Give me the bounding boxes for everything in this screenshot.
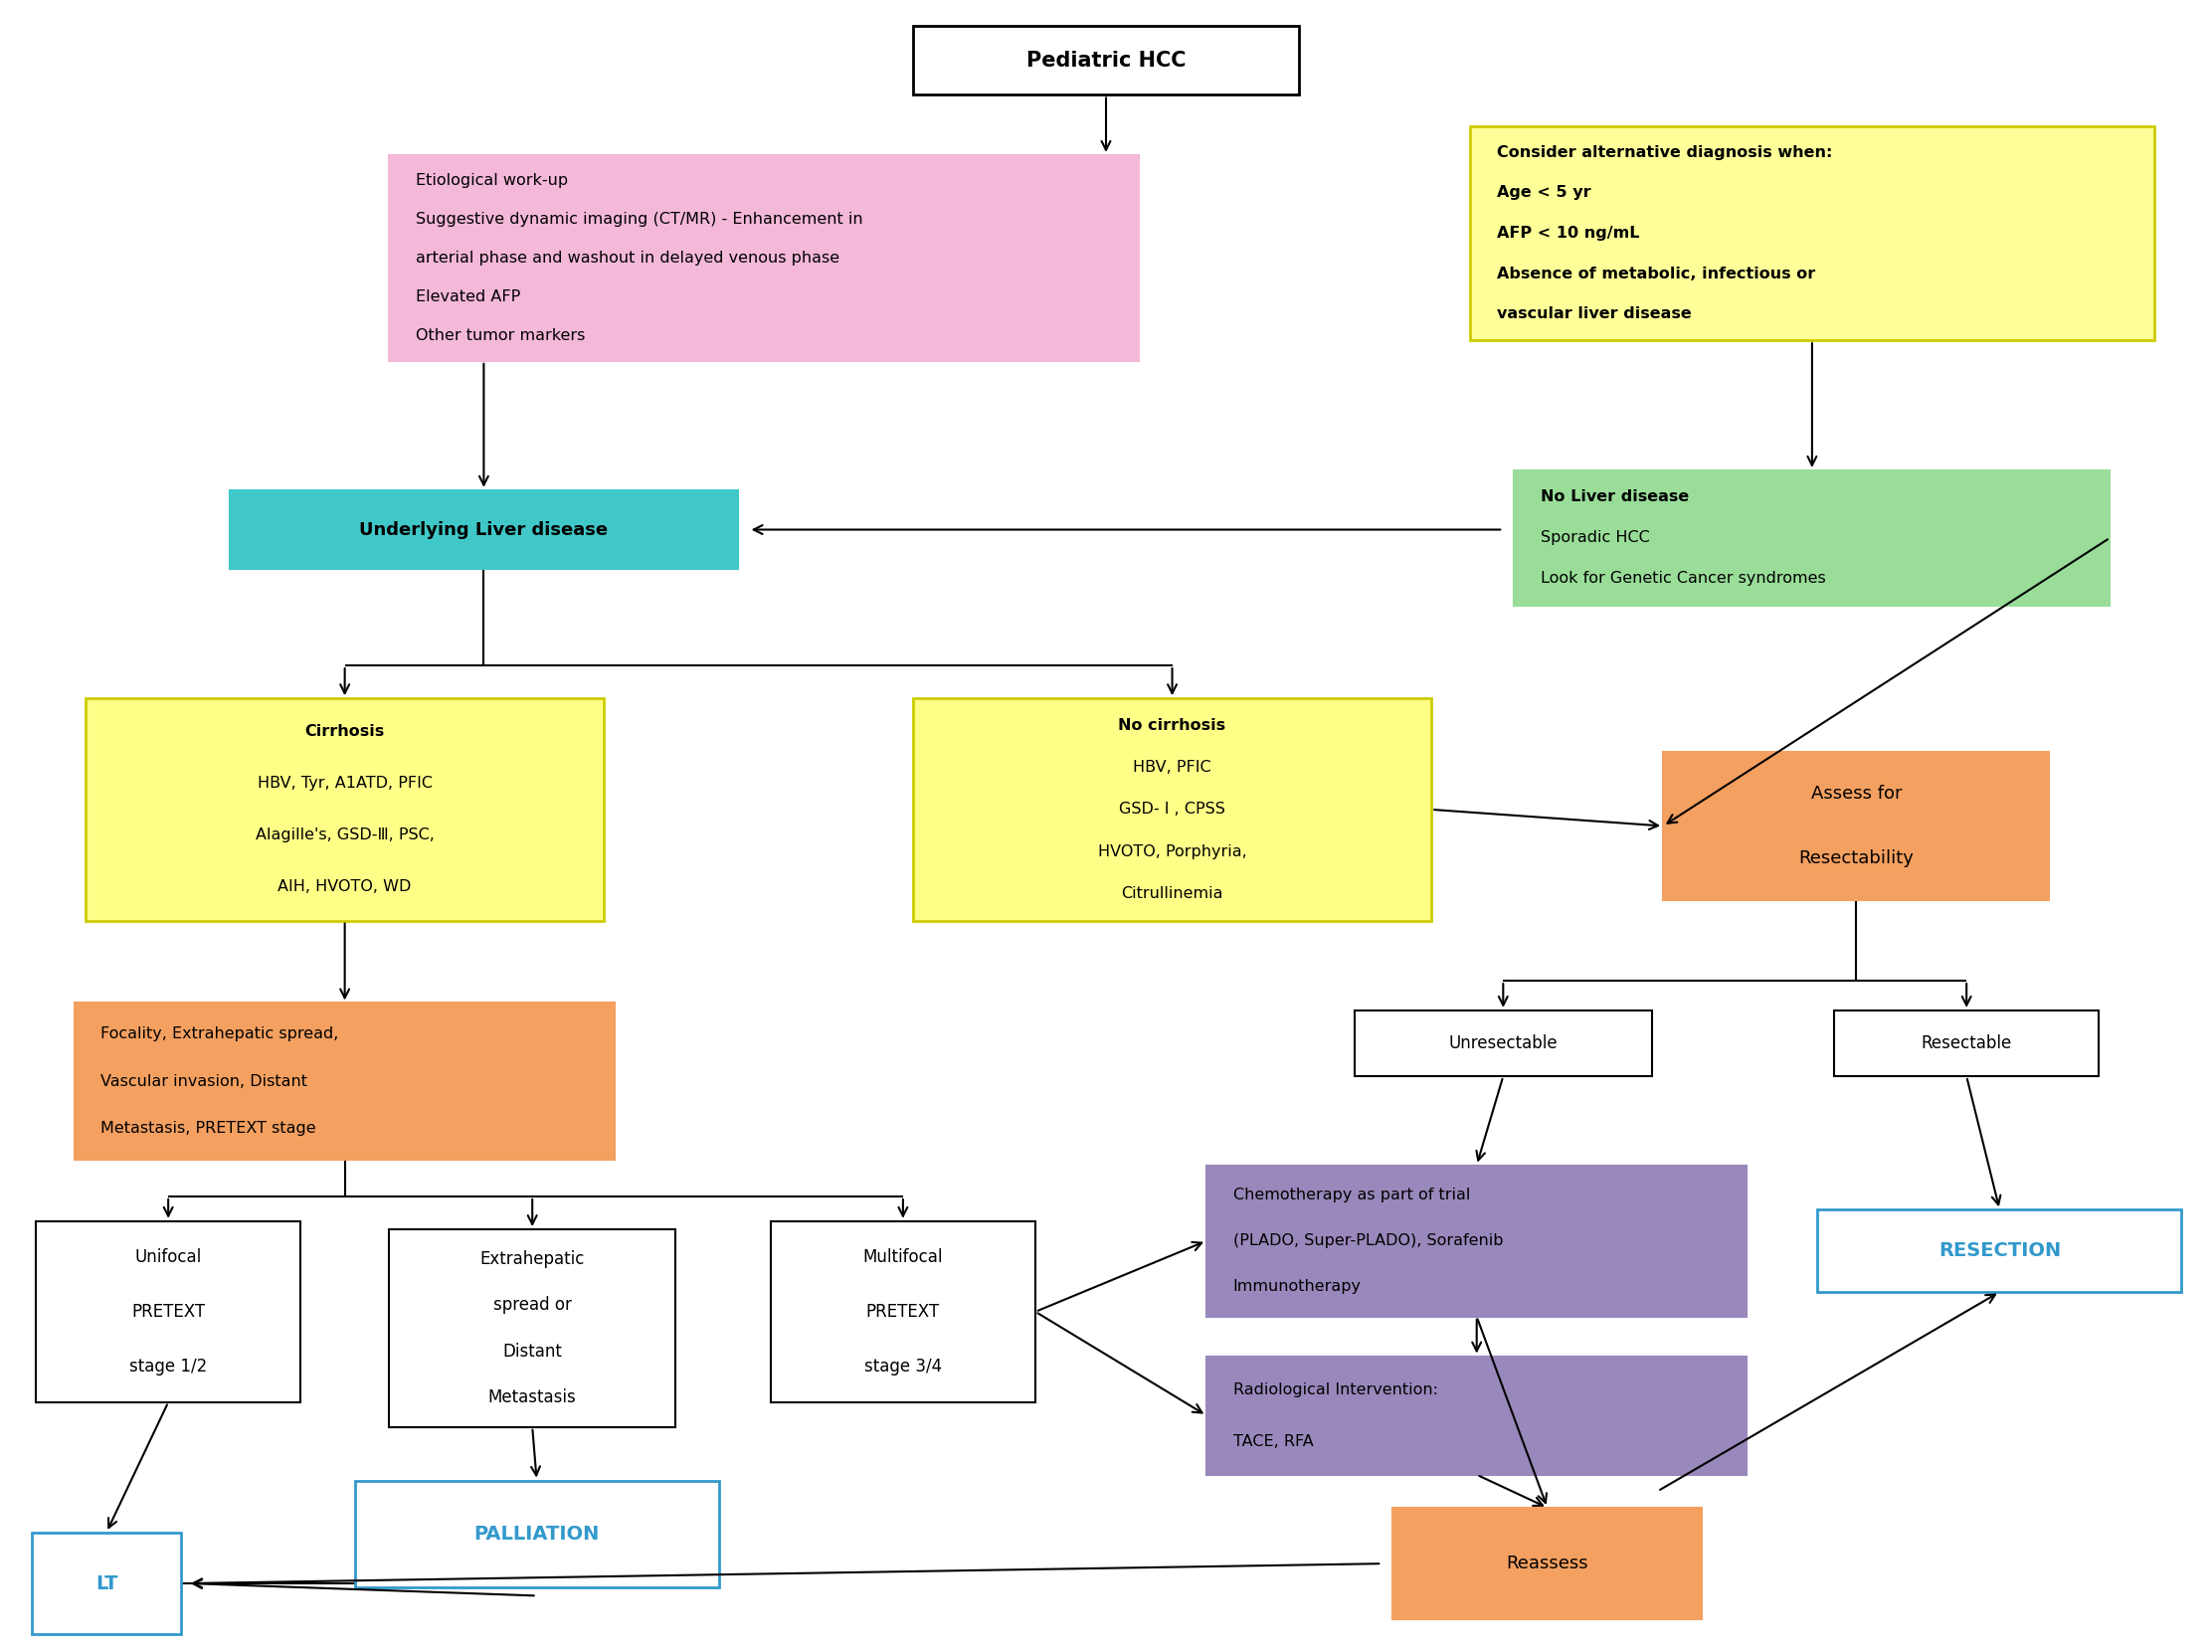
Text: Elevated AFP: Elevated AFP: [416, 289, 520, 304]
Text: stage 3/4: stage 3/4: [865, 1358, 942, 1376]
FancyBboxPatch shape: [1663, 752, 2048, 900]
Text: Citrullinemia: Citrullinemia: [1121, 885, 1223, 900]
FancyBboxPatch shape: [389, 155, 1139, 360]
Text: Sporadic HCC: Sporadic HCC: [1542, 530, 1650, 545]
FancyBboxPatch shape: [1818, 1209, 2181, 1292]
FancyBboxPatch shape: [914, 699, 1431, 920]
FancyBboxPatch shape: [389, 1229, 675, 1427]
FancyBboxPatch shape: [354, 1480, 719, 1588]
FancyBboxPatch shape: [75, 1003, 615, 1160]
Text: Extrahepatic: Extrahepatic: [480, 1251, 584, 1269]
Text: PALLIATION: PALLIATION: [473, 1525, 599, 1543]
Text: Pediatric HCC: Pediatric HCC: [1026, 51, 1186, 71]
Text: vascular liver disease: vascular liver disease: [1498, 307, 1692, 322]
FancyBboxPatch shape: [230, 491, 737, 570]
Text: Underlying Liver disease: Underlying Liver disease: [358, 520, 608, 539]
Text: Unifocal: Unifocal: [135, 1247, 201, 1265]
Text: arterial phase and washout in delayed venous phase: arterial phase and washout in delayed ve…: [416, 251, 838, 266]
Text: Metastasis: Metastasis: [489, 1388, 577, 1406]
Text: TACE, RFA: TACE, RFA: [1232, 1434, 1314, 1449]
Text: Immunotherapy: Immunotherapy: [1232, 1279, 1360, 1294]
Text: Resectable: Resectable: [1922, 1034, 2013, 1052]
FancyBboxPatch shape: [86, 699, 604, 920]
FancyBboxPatch shape: [1471, 126, 2154, 340]
Text: stage 1/2: stage 1/2: [128, 1358, 208, 1376]
FancyBboxPatch shape: [1394, 1508, 1701, 1619]
Text: AFP < 10 ng/mL: AFP < 10 ng/mL: [1498, 226, 1639, 241]
Text: Unresectable: Unresectable: [1449, 1034, 1557, 1052]
Text: LT: LT: [95, 1574, 117, 1593]
FancyBboxPatch shape: [31, 1533, 181, 1634]
Text: Suggestive dynamic imaging (CT/MR) - Enhancement in: Suggestive dynamic imaging (CT/MR) - Enh…: [416, 211, 863, 226]
Text: Distant: Distant: [502, 1341, 562, 1360]
Text: Other tumor markers: Other tumor markers: [416, 329, 584, 344]
Text: Look for Genetic Cancer syndromes: Look for Genetic Cancer syndromes: [1542, 572, 1825, 586]
FancyBboxPatch shape: [1206, 1165, 1747, 1317]
Text: Alagille's, GSD-Ⅲ, PSC,: Alagille's, GSD-Ⅲ, PSC,: [254, 828, 434, 843]
FancyBboxPatch shape: [1515, 471, 2110, 605]
FancyBboxPatch shape: [770, 1221, 1035, 1403]
Text: PRETEXT: PRETEXT: [867, 1303, 940, 1320]
Text: GSD- Ⅰ , CPSS: GSD- Ⅰ , CPSS: [1119, 803, 1225, 818]
Text: Cirrhosis: Cirrhosis: [305, 725, 385, 740]
Text: Vascular invasion, Distant: Vascular invasion, Distant: [102, 1074, 307, 1089]
FancyBboxPatch shape: [1206, 1356, 1747, 1475]
Text: RESECTION: RESECTION: [1938, 1241, 2062, 1260]
Text: Resectability: Resectability: [1798, 849, 1913, 867]
Text: spread or: spread or: [493, 1297, 571, 1313]
Text: Age < 5 yr: Age < 5 yr: [1498, 185, 1590, 200]
Text: Assess for: Assess for: [1812, 785, 1902, 803]
FancyBboxPatch shape: [914, 26, 1298, 94]
Text: Chemotherapy as part of trial: Chemotherapy as part of trial: [1232, 1188, 1471, 1203]
Text: HBV, PFIC: HBV, PFIC: [1133, 760, 1212, 775]
Text: No Liver disease: No Liver disease: [1542, 489, 1690, 504]
Text: No cirrhosis: No cirrhosis: [1119, 719, 1225, 733]
FancyBboxPatch shape: [1354, 1011, 1652, 1075]
Text: AIH, HVOTO, WD: AIH, HVOTO, WD: [279, 879, 411, 894]
Text: Metastasis, PRETEXT stage: Metastasis, PRETEXT stage: [102, 1122, 316, 1137]
Text: Etiological work-up: Etiological work-up: [416, 173, 568, 188]
Text: Consider alternative diagnosis when:: Consider alternative diagnosis when:: [1498, 145, 1832, 160]
Text: (PLADO, Super-PLADO), Sorafenib: (PLADO, Super-PLADO), Sorafenib: [1232, 1234, 1502, 1249]
Text: Reassess: Reassess: [1506, 1555, 1588, 1573]
FancyBboxPatch shape: [35, 1221, 301, 1403]
Text: HBV, Tyr, A1ATD, PFIC: HBV, Tyr, A1ATD, PFIC: [257, 776, 431, 791]
Text: PRETEXT: PRETEXT: [131, 1303, 206, 1320]
Text: Focality, Extrahepatic spread,: Focality, Extrahepatic spread,: [102, 1026, 338, 1041]
Text: HVOTO, Porphyria,: HVOTO, Porphyria,: [1097, 844, 1248, 859]
Text: Multifocal: Multifocal: [863, 1247, 942, 1265]
Text: Radiological Intervention:: Radiological Intervention:: [1232, 1383, 1438, 1398]
FancyBboxPatch shape: [1834, 1011, 2099, 1075]
Text: Absence of metabolic, infectious or: Absence of metabolic, infectious or: [1498, 266, 1816, 281]
